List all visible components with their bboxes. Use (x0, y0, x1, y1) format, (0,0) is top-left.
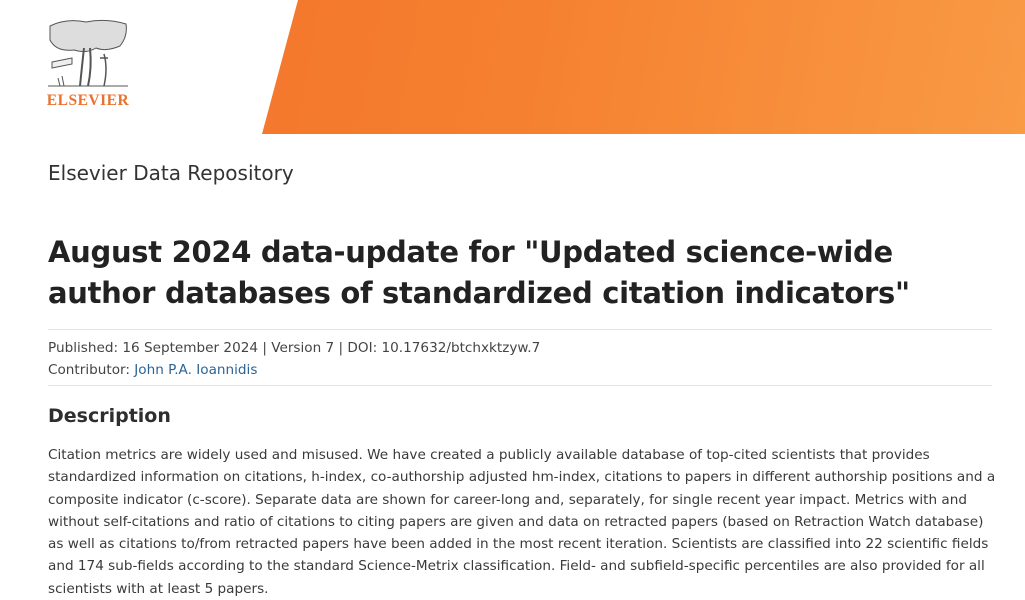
tree-logo-icon (48, 19, 128, 87)
dataset-meta: Published: 16 September 2024 | Version 7… (48, 337, 540, 381)
repository-name: Elsevier Data Repository (48, 161, 294, 185)
description-heading: Description (48, 405, 171, 427)
contributor-label: Contributor: (48, 362, 130, 378)
elsevier-logo[interactable]: ELSEVIER (46, 18, 130, 110)
contributor-link[interactable]: John P.A. Ioannidis (134, 362, 258, 378)
description-text: Citation metrics are widely used and mis… (48, 447, 996, 597)
logo-text: ELSEVIER (46, 92, 130, 109)
contributor-line: Contributor: John P.A. Ioannidis (48, 359, 540, 381)
orange-banner-graphic (262, 0, 1025, 134)
published-info: Published: 16 September 2024 | Version 7… (48, 340, 541, 356)
header-banner: ELSEVIER (0, 0, 1025, 134)
divider (48, 329, 992, 330)
divider (48, 385, 992, 386)
page-title: August 2024 data-update for "Updated sci… (48, 235, 910, 310)
